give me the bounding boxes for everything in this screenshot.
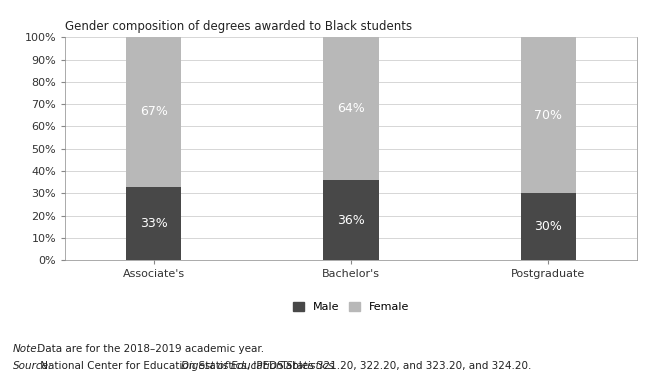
Text: Digest of Education Statistics: Digest of Education Statistics <box>181 361 334 371</box>
Bar <box>324 180 378 260</box>
Text: 64%: 64% <box>337 102 365 115</box>
Text: Gender composition of degrees awarded to Black students: Gender composition of degrees awarded to… <box>65 20 412 33</box>
Text: 70%: 70% <box>534 109 562 122</box>
Text: 30%: 30% <box>534 221 562 233</box>
Bar <box>521 37 576 193</box>
Text: Tables 321.20, 322.20, and 323.20, and 324.20.: Tables 321.20, 322.20, and 323.20, and 3… <box>278 361 531 371</box>
Text: 36%: 36% <box>337 214 365 227</box>
Text: Note:: Note: <box>13 344 41 354</box>
Bar <box>324 37 378 180</box>
Text: National Center for Education Statistics, IPEDS.: National Center for Education Statistics… <box>37 361 291 371</box>
Text: 33%: 33% <box>140 217 168 230</box>
Text: 67%: 67% <box>140 106 168 118</box>
Bar <box>521 193 576 260</box>
Text: Data are for the 2018–2019 academic year.: Data are for the 2018–2019 academic year… <box>34 344 264 354</box>
Text: Source:: Source: <box>13 361 53 371</box>
Legend: Male, Female: Male, Female <box>293 302 409 312</box>
Bar <box>126 37 181 187</box>
Bar <box>126 187 181 260</box>
